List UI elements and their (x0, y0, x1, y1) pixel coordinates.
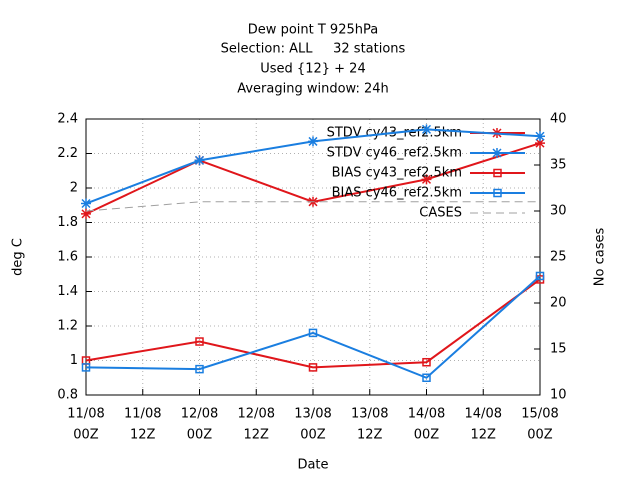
x-axis-label: Date (297, 458, 328, 473)
y-tick-label: 1.6 (57, 250, 78, 265)
x-tick-label: 00Z (300, 428, 326, 443)
x-tick-label: 14/08 (408, 407, 445, 422)
legend-marker (493, 168, 502, 178)
marker (535, 131, 545, 142)
x-tick-label: 00Z (414, 428, 440, 443)
marker (421, 174, 432, 185)
y-tick-label: 2.4 (57, 112, 78, 127)
x-tick-label: 00Z (527, 428, 553, 443)
x-tick-label: 00Z (73, 428, 99, 443)
x-tick-label: 12Z (130, 428, 156, 443)
y-tick-label: 0.8 (57, 388, 78, 403)
series-line (85, 201, 540, 212)
legend-marker (493, 188, 502, 198)
x-tick-label: 15/08 (521, 407, 558, 422)
marker (81, 208, 91, 219)
title-line: Selection: ALL 32 stations (221, 42, 406, 57)
y-axis-label: deg C (11, 238, 26, 276)
y2-tick-label: 35 (550, 158, 567, 173)
x-tick-label: 11/08 (67, 407, 104, 422)
legend-label: BIAS cy43_ref2.5km (332, 166, 462, 181)
title-line: Averaging window: 24h (237, 82, 389, 97)
y2-tick-label: 25 (550, 250, 567, 265)
title-line: Used {12} + 24 (260, 62, 365, 77)
marker (422, 373, 431, 382)
y-tick-label: 1 (70, 353, 78, 368)
legend-label: CASES (419, 206, 462, 221)
x-tick-label: 12Z (244, 428, 270, 443)
y2-tick-label: 30 (550, 204, 567, 219)
marker (81, 363, 91, 372)
marker (422, 357, 431, 367)
x-tick-label: 14/08 (465, 407, 502, 422)
marker (535, 138, 545, 149)
x-tick-label: 12Z (471, 428, 497, 443)
x-tick-label: 12/08 (181, 407, 218, 422)
y2-tick-label: 15 (550, 342, 567, 357)
x-tick-label: 00Z (187, 428, 213, 443)
title-line: Dew point T 925hPa (248, 23, 378, 38)
marker (195, 337, 204, 346)
legend-label: BIAS cy46_ref2.5km (332, 186, 462, 201)
marker (308, 363, 318, 372)
marker (195, 364, 204, 374)
y2-axis-label: No cases (593, 228, 608, 287)
x-tick-label: 12/08 (238, 407, 275, 422)
x-tick-label: 11/08 (124, 407, 161, 422)
y2-tick-label: 20 (550, 296, 567, 311)
y2-tick-label: 10 (550, 388, 567, 403)
plot-frame (85, 118, 541, 396)
y2-tick-label: 40 (550, 112, 567, 127)
x-tick-label: 12Z (357, 428, 383, 443)
y-tick-label: 1.8 (57, 215, 78, 230)
series-line (85, 278, 541, 369)
marker (535, 271, 545, 281)
legend-label: STDV cy46_ref2.5km (327, 146, 462, 161)
x-tick-label: 13/08 (351, 407, 388, 422)
marker (194, 155, 205, 166)
legend-marker (492, 148, 502, 158)
marker (421, 124, 432, 135)
y-tick-label: 1.4 (57, 284, 78, 299)
y-tick-label: 2.2 (57, 146, 78, 161)
y-tick-label: 1.2 (57, 319, 78, 334)
x-tick-label: 13/08 (294, 407, 331, 422)
marker (308, 328, 318, 338)
marker (81, 198, 91, 209)
y-tick-label: 2 (70, 181, 78, 196)
marker (308, 136, 318, 147)
series-line (85, 275, 541, 379)
